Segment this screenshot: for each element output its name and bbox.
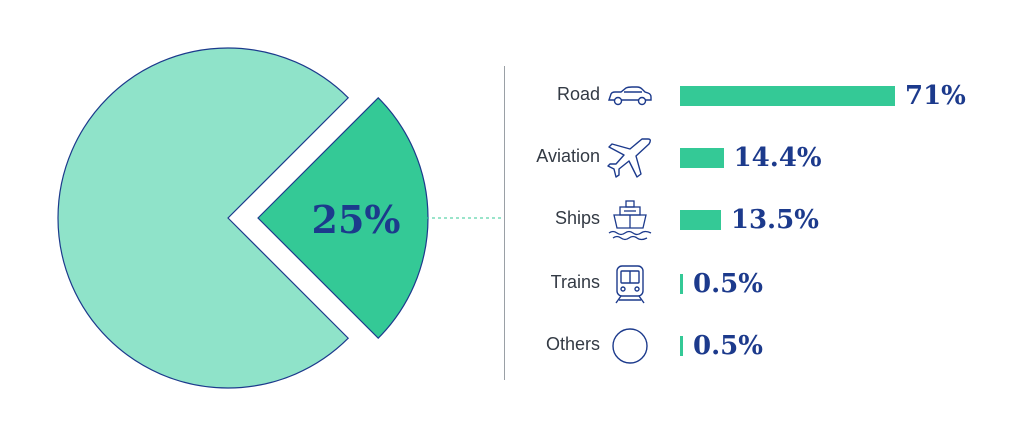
bar — [680, 336, 683, 356]
value-label: 13.5% — [730, 205, 819, 235]
bar — [680, 274, 683, 294]
category-label: Ships — [554, 208, 600, 228]
bar-row-others: Others 0.5% — [505, 324, 1005, 368]
circle-icon — [605, 324, 655, 368]
category-label: Aviation — [536, 146, 600, 166]
bar — [680, 86, 895, 106]
category-label: Road — [556, 84, 600, 104]
airplane-icon — [605, 136, 655, 180]
pie-highlight-label: 25% — [311, 197, 401, 242]
ship-icon — [605, 198, 655, 242]
bar-row-aviation: Aviation 14.4% — [505, 136, 1005, 180]
bar-row-road: Road 71% — [505, 74, 1005, 118]
value-label: 71% — [905, 81, 966, 111]
bar-row-ships: Ships 13.5% — [505, 198, 1005, 242]
pie-slice-remaining — [57, 47, 350, 389]
car-icon — [605, 74, 655, 118]
bar-row-trains: Trains 0.5% — [505, 262, 1005, 306]
divider-line — [504, 66, 505, 380]
train-icon — [605, 262, 655, 306]
bar — [680, 148, 724, 168]
bar — [680, 210, 721, 230]
value-label: 0.5% — [693, 331, 763, 361]
category-label: Trains — [550, 272, 600, 292]
value-label: 0.5% — [693, 269, 763, 299]
value-label: 14.4% — [733, 143, 822, 173]
category-label: Others — [545, 334, 600, 354]
